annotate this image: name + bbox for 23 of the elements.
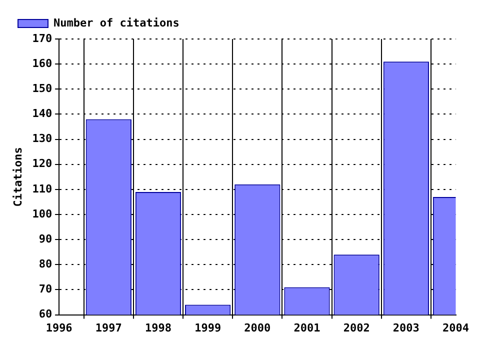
y-tick-label: 90 bbox=[38, 232, 52, 246]
y-tick-label: 110 bbox=[32, 182, 52, 196]
y-tick-label: 130 bbox=[32, 132, 52, 146]
y-tick-label: 80 bbox=[38, 258, 52, 271]
y-tick-label: 60 bbox=[38, 308, 52, 321]
x-tick-label: 1997 bbox=[95, 321, 122, 334]
y-tick-label: 70 bbox=[38, 282, 52, 296]
y-tick-label: 100 bbox=[32, 207, 52, 220]
x-tick-label: 1996 bbox=[46, 321, 73, 334]
x-tick-label: 1998 bbox=[144, 321, 172, 334]
x-tick-label: 2002 bbox=[343, 321, 370, 334]
y-tick-label: 170 bbox=[32, 32, 52, 45]
x-tick-label: 2003 bbox=[392, 321, 420, 334]
x-tick-label: 2000 bbox=[244, 321, 271, 334]
x-tick-label: 2004 bbox=[442, 321, 470, 334]
y-tick-label: 160 bbox=[32, 56, 52, 70]
y-tick-label: 150 bbox=[32, 82, 52, 96]
y-axis-title: Citations bbox=[11, 147, 24, 207]
x-tick-label: 1999 bbox=[194, 321, 222, 334]
y-tick-label: 140 bbox=[32, 107, 52, 120]
x-tick-label: 2001 bbox=[294, 321, 321, 334]
legend-label: Number of citations bbox=[54, 16, 180, 30]
y-tick-label: 120 bbox=[32, 157, 52, 170]
